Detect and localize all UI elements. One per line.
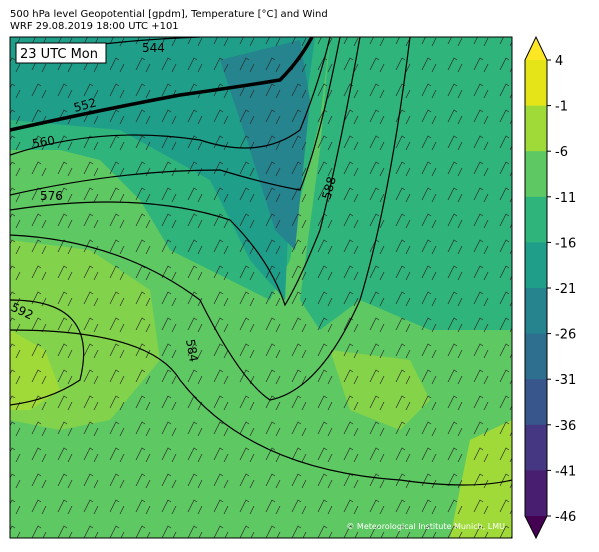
contour-label: 584 bbox=[183, 338, 201, 363]
colorbar-tick-label: -11 bbox=[555, 191, 576, 206]
colorbar-band bbox=[525, 288, 547, 335]
colorbar-band bbox=[525, 242, 547, 289]
colorbar-tick-label: -41 bbox=[555, 464, 576, 479]
colorbar: 4 -1 -6 -11 -16 -21 -26 -31 -36 -41 -46 bbox=[524, 35, 576, 540]
colorbar-band bbox=[525, 333, 547, 380]
colorbar-band bbox=[525, 196, 547, 243]
contour-label: 544 bbox=[142, 41, 165, 55]
contour-label: 588 bbox=[319, 175, 338, 201]
time-box bbox=[15, 42, 107, 64]
contour-label: 576 bbox=[40, 189, 63, 203]
colorbar-band bbox=[525, 470, 547, 517]
contour-label: 552 bbox=[72, 95, 98, 114]
colorbar-band bbox=[525, 60, 547, 107]
colorbar-tick-label: -16 bbox=[555, 236, 576, 251]
colorbar-band bbox=[525, 105, 547, 152]
header-line1: 500 hPa level Geopotential [gpdm], Tempe… bbox=[10, 9, 328, 20]
colorbar-band bbox=[525, 151, 547, 198]
colorbar-tick-label: -21 bbox=[555, 282, 576, 297]
colorbar-tick-label: -36 bbox=[555, 419, 576, 434]
header-line2: WRF 29.08.2019 18:00 UTC +101 bbox=[10, 21, 179, 32]
time-label: 23 UTC Mon bbox=[20, 47, 98, 62]
colorbar-tick-label: -6 bbox=[555, 145, 568, 160]
colorbar-tick-label: -26 bbox=[555, 328, 576, 343]
colorbar-tick-label: -31 bbox=[555, 373, 576, 388]
wind-barbs bbox=[10, 37, 512, 538]
colorbar-tick-label: -46 bbox=[555, 510, 576, 525]
colorbar-band bbox=[525, 379, 547, 426]
map bbox=[10, 37, 512, 538]
credit: © Meteorological Institute Munich, LMU bbox=[346, 522, 505, 531]
contour-label: 560 bbox=[31, 133, 56, 151]
colorbar-tick-label: -1 bbox=[555, 100, 568, 115]
colorbar-tick-label: 4 bbox=[555, 54, 563, 69]
map-frame bbox=[9, 36, 513, 539]
colorbar-lower bbox=[525, 516, 547, 538]
colorbar-upper bbox=[525, 37, 547, 60]
colorbar-band bbox=[525, 424, 547, 471]
